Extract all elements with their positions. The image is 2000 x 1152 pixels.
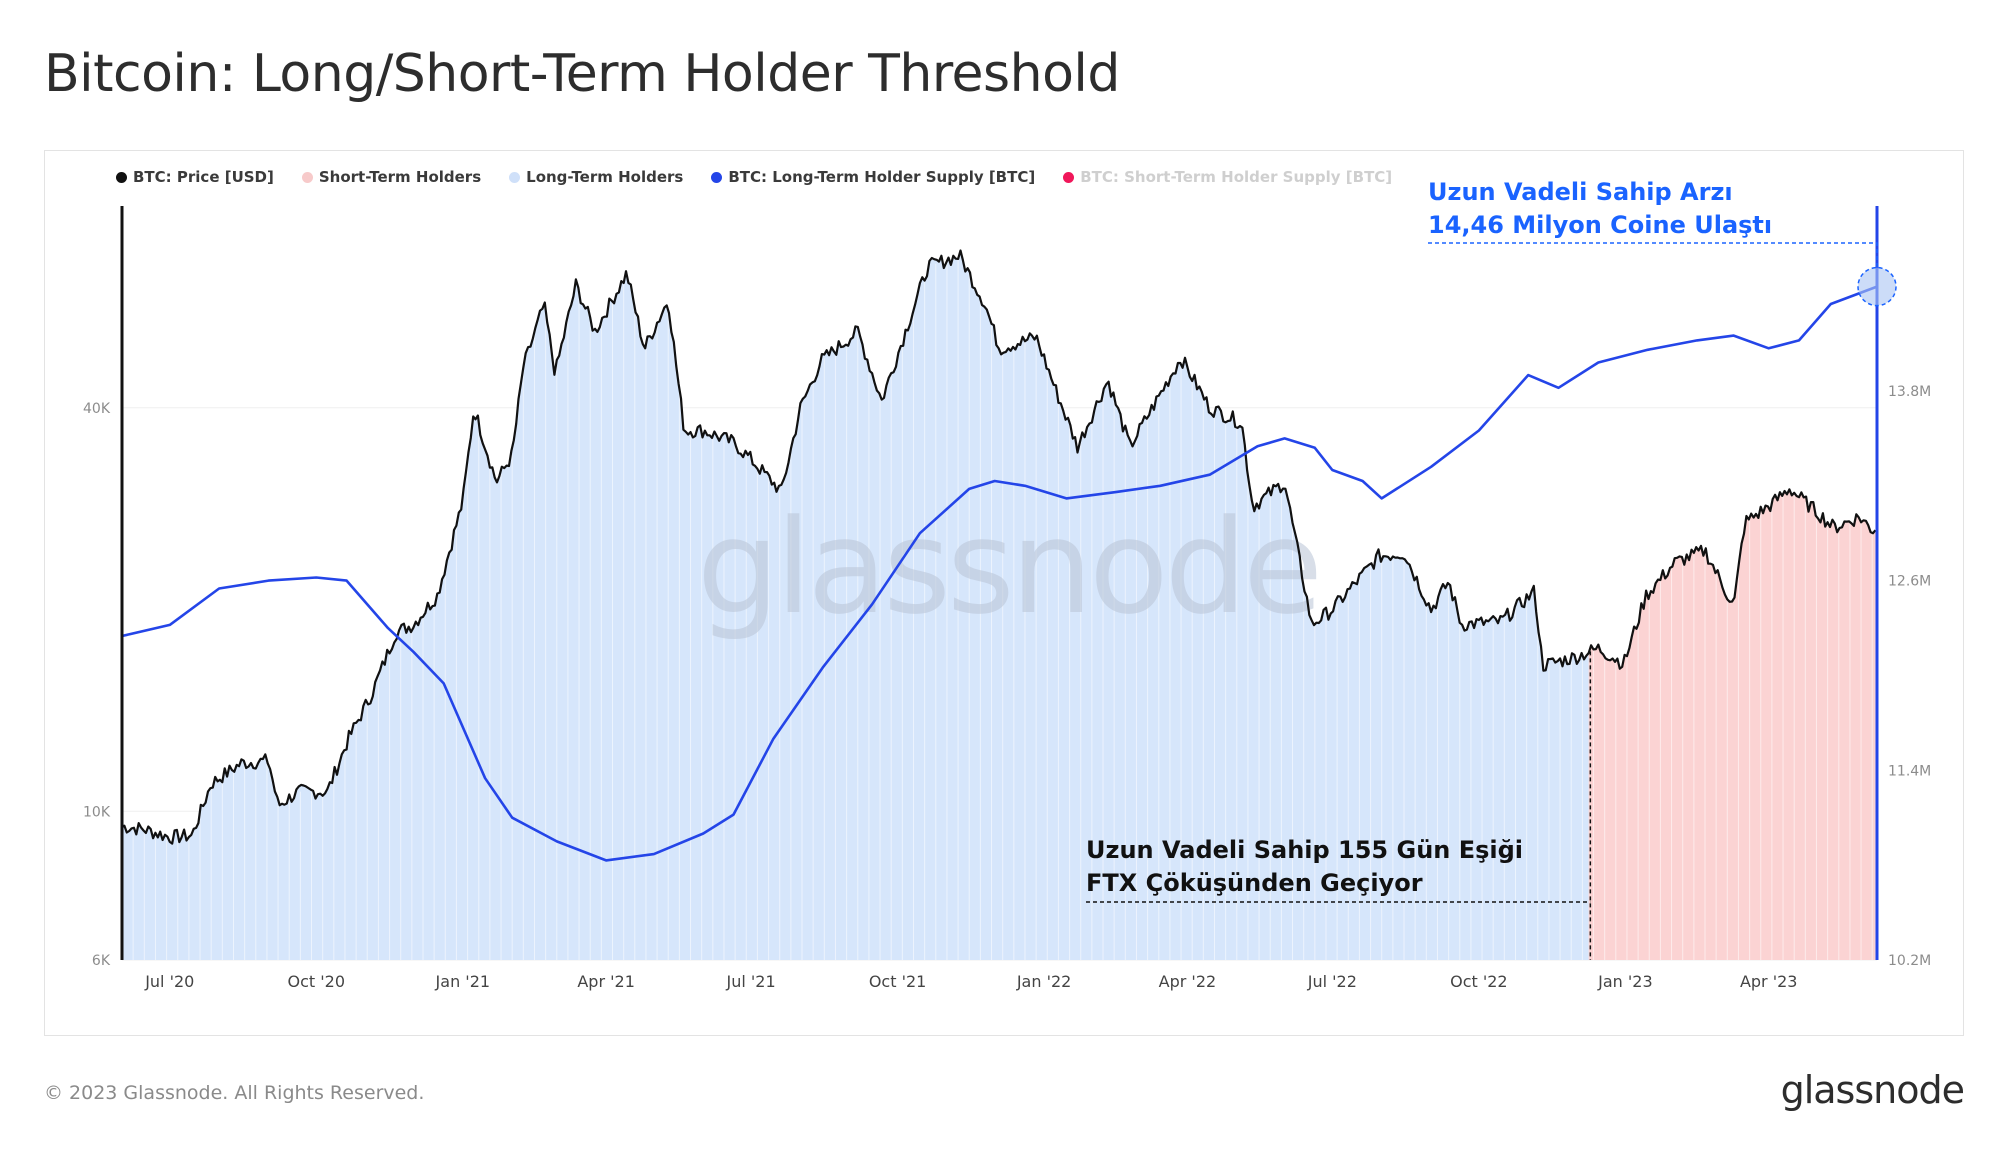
legend-item-long-term-holders[interactable]: Long-Term Holders [509,168,683,186]
right-tick-label: 10.2M [1888,953,1931,969]
right-tick-label: 12.6M [1888,574,1931,590]
legend-item-short-term-holders[interactable]: Short-Term Holders [301,168,482,186]
right-tick-label: 11.4M [1888,763,1931,779]
x-tick-label: Jan '21 [435,972,491,991]
x-tick-label: Jan '22 [1016,972,1072,991]
lth-supply-line [121,285,1878,862]
x-tick-label: Jan '23 [1597,972,1653,991]
x-tick-label: Oct '21 [869,972,927,991]
footer-copyright: © 2023 Glassnode. All Rights Reserved. [44,1082,425,1104]
threshold-annotation: Uzun Vadeli Sahip 155 Gün Eşiği FTX Çökü… [1086,834,1523,900]
price-line [121,249,1877,845]
legend-dot-short-term-holders [301,171,313,183]
left-tick-label: 10K [83,804,111,820]
chart-frame [44,150,1964,1036]
legend-label-long-term-holders: Long-Term Holders [526,168,684,186]
legend-dot-price [116,171,127,183]
page-title: Bitcoin: Long/Short-Term Holder Threshol… [44,44,1120,104]
x-tick-label: Jul '21 [725,972,775,991]
legend-item-lth-supply[interactable]: BTC: Long-Term Holder Supply [BTC] [711,168,1035,186]
legend-dot-long-term-holders [509,171,521,183]
legend-item-price[interactable]: BTC: Price [USD] [116,168,274,186]
x-tick-label: Apr '21 [577,972,635,991]
left-tick-label: 40K [83,401,111,417]
legend-label-price: BTC: Price [USD] [133,168,274,186]
x-tick-label: Apr '23 [1740,972,1798,991]
x-tick-label: Oct '20 [288,972,346,991]
x-tick-label: Jul '22 [1307,972,1357,991]
legend-dot-lth-supply [711,171,723,183]
lth-supply-annotation: Uzun Vadeli Sahip Arzı 14,46 Milyon Coin… [1428,176,1772,242]
watermark: glassnode [697,491,1319,643]
threshold-annotation-line-1: Uzun Vadeli Sahip 155 Gün Eşiği [1086,836,1524,864]
x-tick-label: Oct '22 [1450,972,1508,991]
threshold-annotation-line-2: FTX Çöküşünden Geçiyor [1086,869,1423,897]
legend-label-lth-supply: BTC: Long-Term Holder Supply [BTC] [728,168,1036,186]
legend-dot-sth-supply [1063,171,1075,183]
right-tick-label: 13.8M [1888,384,1931,400]
lth-supply-endpoint-highlight [1857,266,1897,307]
short-term-holders-band [1588,489,1876,960]
x-tick-label: Apr '22 [1159,972,1217,991]
left-tick-label: 6K [92,953,111,969]
legend-label-sth-supply: BTC: Short-Term Holder Supply [BTC] [1080,168,1393,186]
legend-label-short-term-holders: Short-Term Holders [318,168,482,186]
x-tick-label: Jul '20 [144,972,194,991]
chart-legend: BTC: Price [USD] Short-Term Holders Long… [116,168,1392,186]
footer-brand-logo: glassnode [1780,1068,1965,1112]
lth-supply-annotation-line-2: 14,46 Milyon Coine Ulaştı [1428,211,1773,239]
legend-item-sth-supply[interactable]: BTC: Short-Term Holder Supply [BTC] [1063,168,1392,186]
lth-supply-annotation-line-1: Uzun Vadeli Sahip Arzı [1428,178,1733,206]
lth-supply-annotation-leader [1428,242,1878,268]
band-hatch [121,256,1873,960]
